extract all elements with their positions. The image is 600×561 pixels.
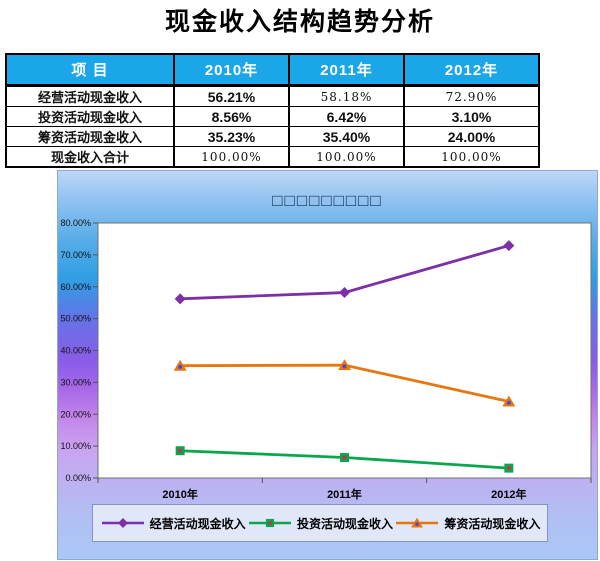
table-body: 经营活动现金收入 56.21% 58.18% 72.90% 投资活动现金收入 8.56% 6… [5, 85, 540, 168]
y-axis-label: 0.00% [65, 473, 91, 483]
y-axis-label: 10.00% [60, 441, 91, 451]
table-header-cell: 2012年 [403, 53, 540, 87]
marker-center [178, 448, 182, 453]
data-table: 项 目 2010年 2011年 2012年 经营活动现金收入 56.21% 58.18% 7… [5, 53, 540, 168]
legend-marker-icon [248, 518, 291, 528]
value-cell: 100.00% [403, 146, 540, 168]
table-header-cell: 2010年 [173, 53, 290, 87]
legend-item: 经营活动现金收入 [100, 515, 246, 532]
legend-item: 投资活动现金收入 [247, 515, 393, 532]
table-header-row: 项 目 2010年 2011年 2012年 [5, 53, 540, 87]
y-axis-label: 40.00% [60, 346, 91, 356]
value-cell: 56.21% [173, 85, 290, 107]
data-point-marker [339, 287, 350, 299]
data-point-marker [174, 293, 186, 305]
x-axis-label: 2011年 [327, 487, 362, 501]
legend-item: 筹资活动现金收入 [394, 515, 540, 532]
y-axis-label: 20.00% [60, 409, 91, 419]
marker-center [507, 466, 511, 470]
value-cell: 100.00% [288, 146, 405, 168]
marker-center [268, 521, 272, 525]
row-label-cell: 筹资活动现金收入 [5, 126, 175, 147]
value-cell: 8.56% [173, 106, 290, 127]
y-axis-label: 30.00% [60, 377, 91, 387]
plot-area [97, 222, 592, 479]
table-header-cell: 项 目 [5, 53, 175, 87]
chart-panel: □□□□□□□□□ 0.00% 10.00% 20.00% 30.00% 40.00% 5… [57, 170, 598, 560]
marker-center [342, 455, 347, 460]
marker-center [415, 522, 420, 526]
plot-svg: 0.00% 10.00% 20.00% 30.00% 40.00% 50.00% 60.00… [60, 218, 592, 501]
value-cell: 35.40% [288, 126, 405, 147]
value-cell: 3.10% [403, 106, 540, 127]
y-axis-label: 80.00% [60, 218, 91, 228]
table-header-cell: 2011年 [288, 53, 405, 87]
marker-center [506, 400, 511, 405]
table-row: 现金收入合计 100.00% 100.00% 100.00% [5, 146, 540, 168]
value-cell: 35.23% [173, 126, 290, 147]
value-cell: 6.42% [288, 106, 405, 127]
page-title: 现金收入结构趋势分析 [164, 8, 435, 36]
value-cell: 72.90% [403, 85, 540, 107]
value-cell: 24.00% [403, 126, 540, 147]
marker-center [342, 364, 347, 369]
row-label-cell: 投资活动现金收入 [5, 106, 175, 127]
marker-center [178, 364, 183, 369]
legend-label: 投资活动现金收入 [296, 516, 393, 531]
legend-marker-icon [396, 517, 439, 528]
legend: 经营活动现金收入 投资活动现金收入 筹资活动现金收入 [92, 504, 548, 542]
value-cell: 100.00% [173, 146, 290, 168]
value-cell: 58.18% [288, 85, 405, 107]
table-row: 投资活动现金收入 8.56% 6.42% 3.10% [5, 106, 540, 127]
table-row: 筹资活动现金收入 35.23% 35.40% 24.00% [5, 126, 540, 147]
x-axis-label: 2010年 [162, 487, 197, 501]
chart-title: □□□□□□□□□ [272, 191, 383, 210]
legend-label: 经营活动现金收入 [149, 516, 246, 531]
y-axis-label: 60.00% [60, 282, 91, 292]
x-axis-label: 2012年 [491, 487, 526, 501]
data-point-marker [117, 518, 128, 528]
data-point-marker [503, 240, 515, 252]
legend-label: 筹资活动现金收入 [444, 516, 541, 531]
y-axis-label: 50.00% [60, 314, 91, 324]
row-label-cell: 经营活动现金收入 [5, 85, 175, 107]
table-row: 经营活动现金收入 56.21% 58.18% 72.90% [5, 85, 540, 107]
row-label-cell: 现金收入合计 [5, 146, 175, 168]
y-axis-label: 70.00% [60, 250, 91, 260]
legend-marker-icon [101, 518, 144, 528]
